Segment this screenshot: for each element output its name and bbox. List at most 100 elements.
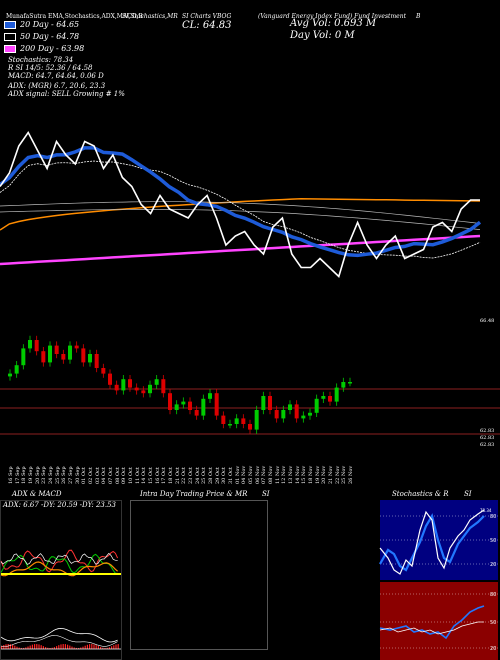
candle bbox=[261, 391, 266, 415]
date-tick: 21 Nov bbox=[328, 465, 334, 484]
macd-histogram-bar bbox=[78, 647, 80, 649]
candle bbox=[14, 361, 19, 378]
adx-signal: ADX signal: SELL Growing # 1% bbox=[8, 90, 125, 98]
macd-histogram-bar bbox=[75, 647, 77, 649]
macd-histogram-bar bbox=[9, 644, 11, 649]
macd-histogram-bar bbox=[84, 645, 86, 649]
candle bbox=[294, 400, 299, 423]
price-high-tag: 66.48 bbox=[480, 318, 495, 324]
macd-histogram-bar bbox=[71, 646, 73, 649]
candle-body bbox=[161, 379, 166, 394]
date-tick: 04 Oct bbox=[101, 467, 108, 484]
date-tick: 06 Nov bbox=[254, 465, 261, 484]
date-tick: 25 Sep bbox=[54, 466, 61, 484]
stoch-value-label: 78.34 bbox=[480, 508, 492, 513]
candle bbox=[134, 383, 139, 395]
rsi-tick-label: 20 bbox=[490, 646, 496, 652]
candle bbox=[48, 341, 52, 367]
candle-body bbox=[208, 393, 212, 399]
candle-body bbox=[268, 396, 272, 410]
stoch-d-line bbox=[379, 513, 485, 572]
date-tick: 16 Oct bbox=[154, 467, 161, 484]
candle-body bbox=[121, 379, 126, 391]
candle bbox=[21, 344, 26, 370]
intraday-panel bbox=[130, 500, 268, 650]
macd-histogram-bar bbox=[36, 644, 38, 649]
macd-histogram-bar bbox=[58, 645, 60, 649]
date-tick: 05 Nov bbox=[248, 465, 254, 484]
ema50-line bbox=[0, 160, 481, 259]
macd-histogram-bar bbox=[82, 646, 84, 649]
macd-histogram-bar bbox=[86, 644, 88, 649]
candle-body bbox=[81, 348, 86, 363]
candle-body bbox=[348, 382, 352, 384]
candle bbox=[201, 394, 206, 420]
candle bbox=[314, 394, 319, 417]
candle bbox=[34, 335, 39, 356]
candle-body bbox=[61, 354, 66, 360]
candle-body bbox=[108, 373, 112, 385]
ema50-label: 50 Day - 64.78 bbox=[20, 32, 80, 41]
date-tick: 24 Sep bbox=[48, 466, 54, 484]
candle bbox=[41, 347, 46, 367]
date-tick: 04 Nov bbox=[241, 465, 248, 484]
stoch-k-line bbox=[379, 509, 485, 575]
date-tick: 26 Nov bbox=[348, 465, 354, 484]
macd-histogram-bar bbox=[69, 645, 71, 649]
macd-histogram-bar bbox=[108, 647, 110, 649]
mrsi-line bbox=[379, 621, 484, 635]
candle bbox=[101, 363, 106, 378]
macd-histogram-bar bbox=[111, 646, 113, 649]
candle-body bbox=[181, 401, 186, 405]
date-tick: 23 Oct bbox=[188, 467, 194, 484]
candle-body bbox=[8, 373, 12, 377]
candle-body bbox=[241, 418, 246, 424]
candle-body bbox=[134, 387, 139, 391]
candle bbox=[221, 411, 226, 429]
intraday-panel-title: Intra Day Trading Price & MR bbox=[140, 490, 248, 498]
stochastics-stat: Stochastics: 78.34 bbox=[8, 56, 74, 64]
candle-body bbox=[334, 387, 339, 402]
close-price-label: CL: 64.83 bbox=[182, 20, 232, 31]
candle-body bbox=[188, 401, 192, 410]
ema200-swatch bbox=[4, 45, 16, 53]
candle bbox=[8, 369, 12, 381]
macd-histogram-bar bbox=[14, 645, 16, 649]
candle bbox=[341, 377, 346, 392]
ema20-label: 20 Day - 64.65 bbox=[20, 20, 80, 29]
legend-ema50: 50 Day - 64.78 bbox=[4, 32, 79, 42]
date-tick: 18 Oct bbox=[168, 467, 174, 484]
macd-histogram-bar bbox=[45, 647, 47, 649]
ema-chart bbox=[0, 130, 482, 278]
candle bbox=[94, 349, 99, 373]
date-tick: 17 Oct bbox=[161, 467, 168, 484]
rsi-lines: 80 50 20 bbox=[379, 592, 498, 652]
macd-histogram-bar bbox=[51, 647, 53, 649]
candle bbox=[121, 375, 126, 395]
candle-body bbox=[154, 379, 159, 385]
candle bbox=[228, 419, 232, 429]
date-tick: 19 Sep bbox=[28, 466, 34, 484]
date-tick: 26 Sep bbox=[61, 466, 68, 484]
candle-body bbox=[321, 396, 326, 399]
macd-histogram-bar bbox=[64, 644, 66, 649]
header-center-left: SI,Stochastics,MR bbox=[122, 13, 178, 20]
candle bbox=[161, 375, 166, 398]
macd-histogram-bar bbox=[27, 646, 29, 649]
macd-histogram-bar bbox=[47, 647, 49, 649]
date-tick: 13 Nov bbox=[288, 465, 294, 484]
candle-body bbox=[234, 418, 239, 424]
candle-body bbox=[148, 384, 152, 394]
adx-panel-title: ADX & MACD bbox=[12, 490, 62, 498]
adx-panel: ADX: 6.67 -DY: 20.59 -DY: 23.53 bbox=[0, 500, 122, 660]
candle bbox=[61, 349, 66, 364]
header-right: B bbox=[416, 13, 421, 20]
candle bbox=[281, 405, 286, 423]
macd-line bbox=[0, 627, 118, 643]
adx-lines bbox=[0, 549, 121, 650]
candle-body bbox=[54, 345, 59, 354]
candle-body bbox=[88, 354, 92, 363]
macd-histogram-bar bbox=[104, 647, 106, 649]
candle bbox=[308, 408, 312, 420]
candle-body bbox=[248, 424, 252, 430]
